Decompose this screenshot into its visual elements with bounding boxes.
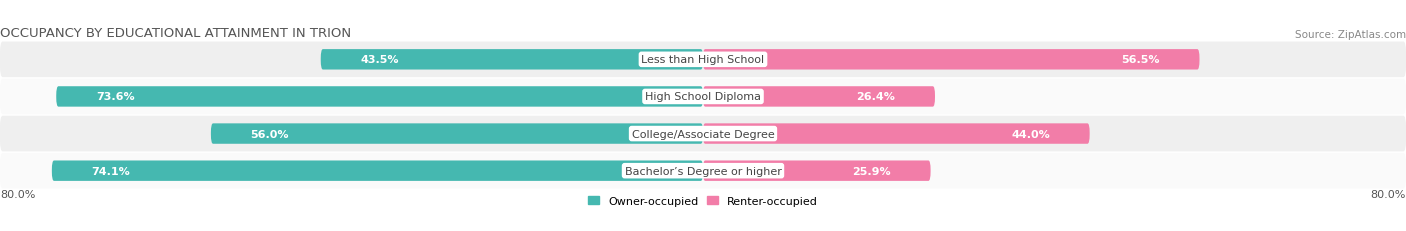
- FancyBboxPatch shape: [0, 42, 1406, 78]
- FancyBboxPatch shape: [0, 116, 1406, 152]
- FancyBboxPatch shape: [56, 87, 703, 107]
- Text: OCCUPANCY BY EDUCATIONAL ATTAINMENT IN TRION: OCCUPANCY BY EDUCATIONAL ATTAINMENT IN T…: [0, 27, 352, 40]
- Text: High School Diploma: High School Diploma: [645, 92, 761, 102]
- FancyBboxPatch shape: [52, 161, 703, 181]
- Text: 25.9%: 25.9%: [852, 166, 891, 176]
- FancyBboxPatch shape: [321, 50, 703, 70]
- Text: 56.0%: 56.0%: [250, 129, 290, 139]
- Text: 74.1%: 74.1%: [91, 166, 131, 176]
- Text: 44.0%: 44.0%: [1011, 129, 1050, 139]
- Legend: Owner-occupied, Renter-occupied: Owner-occupied, Renter-occupied: [583, 191, 823, 210]
- Text: Less than High School: Less than High School: [641, 55, 765, 65]
- Text: 56.5%: 56.5%: [1122, 55, 1160, 65]
- Text: 80.0%: 80.0%: [1371, 189, 1406, 199]
- FancyBboxPatch shape: [703, 124, 1090, 144]
- Text: 43.5%: 43.5%: [360, 55, 399, 65]
- Text: Source: ZipAtlas.com: Source: ZipAtlas.com: [1295, 30, 1406, 40]
- Text: 80.0%: 80.0%: [0, 189, 35, 199]
- FancyBboxPatch shape: [703, 50, 1199, 70]
- Text: College/Associate Degree: College/Associate Degree: [631, 129, 775, 139]
- FancyBboxPatch shape: [703, 87, 935, 107]
- FancyBboxPatch shape: [703, 161, 931, 181]
- Text: 73.6%: 73.6%: [96, 92, 135, 102]
- FancyBboxPatch shape: [0, 153, 1406, 189]
- Text: 26.4%: 26.4%: [856, 92, 896, 102]
- Text: Bachelor’s Degree or higher: Bachelor’s Degree or higher: [624, 166, 782, 176]
- FancyBboxPatch shape: [211, 124, 703, 144]
- FancyBboxPatch shape: [0, 79, 1406, 115]
